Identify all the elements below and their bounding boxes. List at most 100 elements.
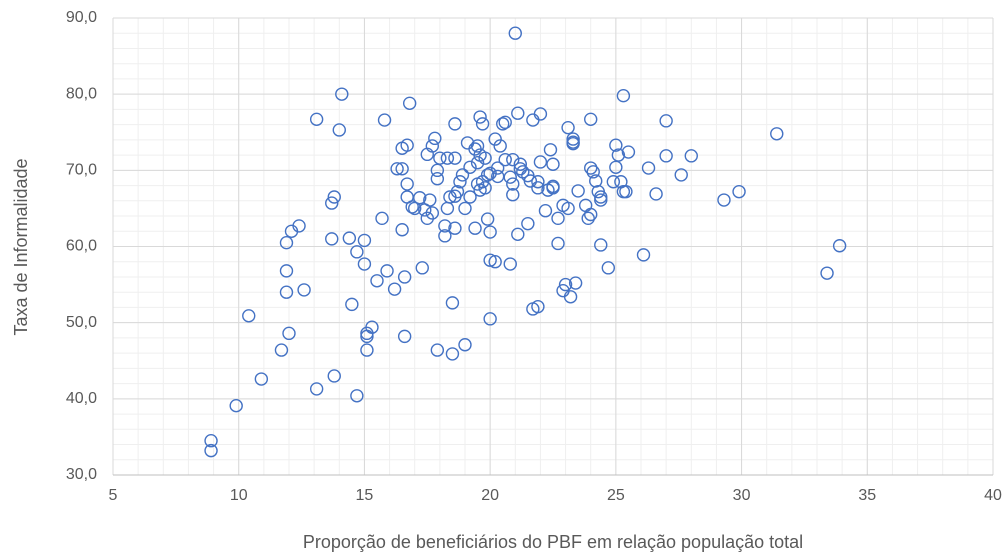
x-axis-title: Proporção de beneficiários do PBF em rel… bbox=[303, 532, 803, 552]
y-tick-label: 40,0 bbox=[66, 390, 97, 407]
scatter-point bbox=[468, 221, 482, 235]
scatter-point bbox=[641, 161, 656, 175]
scatter-point bbox=[611, 148, 626, 162]
scatter-point bbox=[531, 181, 545, 195]
scatter-point bbox=[478, 181, 492, 195]
x-tick-label: 10 bbox=[230, 487, 248, 504]
scatter-point bbox=[365, 320, 379, 334]
scatter-point bbox=[616, 88, 631, 103]
scatter-point bbox=[475, 117, 490, 131]
scatter-point bbox=[445, 347, 460, 361]
scatter-point bbox=[571, 184, 585, 198]
scatter-point bbox=[483, 225, 497, 239]
x-tick-label: 25 bbox=[607, 487, 625, 504]
scatter-point bbox=[480, 212, 495, 226]
scatter-point bbox=[601, 261, 616, 275]
scatter-point bbox=[490, 161, 505, 175]
scatter-point bbox=[684, 149, 698, 163]
scatter-point bbox=[511, 227, 525, 242]
scatter-point bbox=[674, 168, 688, 182]
scatter-point bbox=[480, 168, 495, 182]
x-tick-label: 20 bbox=[481, 487, 499, 504]
scatter-point bbox=[357, 257, 372, 271]
scatter-point bbox=[463, 190, 477, 204]
x-tick-label: 5 bbox=[109, 487, 118, 504]
scatter-point bbox=[511, 106, 525, 120]
scatter-point bbox=[732, 184, 746, 199]
scatter-point bbox=[448, 117, 462, 131]
scatter-point bbox=[357, 233, 372, 248]
scatter-point bbox=[445, 296, 460, 310]
scatter-point bbox=[832, 239, 847, 253]
scatter-point bbox=[521, 216, 535, 231]
scatter-point bbox=[594, 193, 608, 207]
scatter-point bbox=[594, 238, 608, 252]
y-tick-label: 70,0 bbox=[66, 162, 97, 179]
scatter-point bbox=[325, 232, 339, 246]
scatter-point bbox=[561, 120, 575, 135]
scatter-point bbox=[455, 168, 470, 182]
scatter-point bbox=[458, 338, 472, 352]
scatter-point bbox=[390, 162, 404, 176]
scatter-point bbox=[581, 211, 595, 226]
scatter-point bbox=[546, 157, 560, 171]
y-tick-label: 30,0 bbox=[66, 466, 97, 483]
scatter-point bbox=[659, 149, 673, 163]
scatter-point bbox=[498, 115, 512, 130]
scatter-point bbox=[242, 309, 256, 323]
scatter-point bbox=[551, 236, 565, 251]
scatter-point bbox=[204, 434, 218, 448]
scatter-point bbox=[478, 151, 492, 165]
scatter-point bbox=[425, 139, 440, 153]
scatter-point bbox=[453, 175, 467, 189]
scatter-point bbox=[448, 151, 462, 165]
scatter-point bbox=[533, 155, 548, 169]
scatter-point bbox=[594, 190, 608, 204]
scatter-point bbox=[538, 204, 553, 218]
scatter-point bbox=[531, 299, 545, 314]
scatter-point bbox=[513, 157, 528, 171]
scatter-point bbox=[309, 382, 324, 396]
scatter-point bbox=[430, 172, 445, 186]
scatter-point bbox=[458, 201, 472, 216]
scatter-point bbox=[375, 211, 389, 226]
scatter-point bbox=[425, 206, 440, 220]
scatter-point bbox=[423, 193, 437, 207]
plot-area bbox=[204, 26, 847, 458]
scatter-point bbox=[584, 207, 598, 222]
scatter-point bbox=[279, 285, 294, 299]
scatter-point bbox=[440, 201, 455, 216]
scatter-point bbox=[498, 152, 512, 167]
scatter-point bbox=[395, 223, 409, 237]
scatter-point bbox=[448, 221, 462, 235]
y-tick-label: 50,0 bbox=[66, 314, 97, 331]
scatter-point bbox=[428, 131, 442, 146]
scatter-point bbox=[506, 177, 520, 191]
scatter-point bbox=[415, 261, 429, 275]
scatter-point bbox=[584, 161, 598, 175]
scatter-point bbox=[470, 156, 485, 170]
scatter-point bbox=[279, 264, 294, 278]
scatter-point bbox=[405, 200, 419, 214]
scatter-point bbox=[360, 329, 374, 344]
scatter-point bbox=[717, 193, 731, 207]
y-tick-label: 60,0 bbox=[66, 238, 97, 255]
scatter-point bbox=[350, 389, 364, 403]
scatter-point bbox=[400, 138, 414, 152]
scatter-point bbox=[475, 175, 490, 189]
scatter-point bbox=[649, 187, 663, 201]
scatter-point bbox=[488, 132, 502, 146]
y-tick-label: 90,0 bbox=[66, 9, 97, 26]
scatter-point bbox=[563, 290, 578, 304]
scatter-point bbox=[387, 282, 402, 296]
scatter-point bbox=[254, 372, 269, 386]
scatter-point bbox=[438, 229, 452, 243]
scatter-point bbox=[279, 235, 294, 250]
scatter-point bbox=[483, 253, 497, 267]
scatter-point bbox=[397, 270, 412, 284]
scatter-point bbox=[400, 177, 414, 191]
scatter-point bbox=[820, 266, 834, 280]
scatter-point bbox=[531, 175, 545, 189]
scatter-point bbox=[589, 174, 603, 188]
scatter-point bbox=[508, 26, 522, 40]
